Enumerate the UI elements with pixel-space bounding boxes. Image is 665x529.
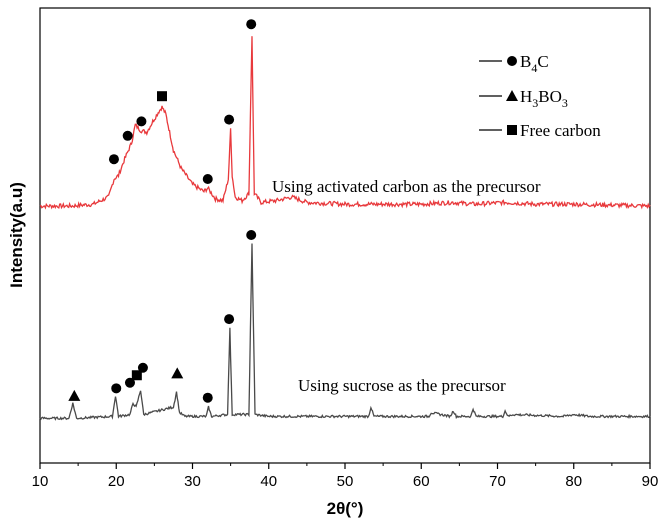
legend-triangle-marker xyxy=(506,90,518,101)
x-tick-label: 50 xyxy=(337,473,354,490)
series-line-activated-carbon xyxy=(39,36,651,210)
x-tick-label: 40 xyxy=(260,473,277,490)
series-annotation-sucrose: Using sucrose as the precursor xyxy=(298,376,506,395)
x-tick-label: 10 xyxy=(32,473,49,490)
x-tick-label: 20 xyxy=(108,473,125,490)
x-axis-title: 2θ(°) xyxy=(327,499,364,518)
legend-label-free-carbon: Free carbon xyxy=(520,121,601,140)
x-axis-ticks: 10 20 30 40 50 60 70 80 90 xyxy=(32,463,659,490)
peak-marker-circle xyxy=(246,19,257,30)
series-layer xyxy=(39,36,651,421)
x-tick-label: 90 xyxy=(642,473,659,490)
legend-circle-marker xyxy=(507,56,517,66)
legend: B4C H3BO3 Free carbon xyxy=(479,52,601,140)
legend-entry-b4c: B4C xyxy=(479,52,549,75)
peak-marker-square xyxy=(131,370,142,381)
x-tick-label: 70 xyxy=(489,473,506,490)
legend-entry-free-carbon: Free carbon xyxy=(479,121,601,140)
legend-entry-h3bo3: H3BO3 xyxy=(479,87,568,110)
peak-marker-circle xyxy=(122,130,133,141)
peak-markers xyxy=(68,19,257,403)
peak-marker-triangle xyxy=(68,389,81,401)
legend-label-h3bo3: H3BO3 xyxy=(520,87,568,110)
peak-marker-circle xyxy=(136,116,147,127)
peak-marker-circle xyxy=(202,174,213,184)
legend-label-b4c: B4C xyxy=(520,52,549,75)
peak-marker-circle xyxy=(108,154,119,165)
x-tick-label: 30 xyxy=(184,473,201,490)
peak-marker-circle xyxy=(202,392,213,403)
peak-marker-circle xyxy=(224,114,235,125)
series-line-sucrose xyxy=(39,243,651,421)
series-annotation-activated-carbon: Using activated carbon as the precursor xyxy=(272,177,541,196)
y-axis-title: Intensity(a.u) xyxy=(7,182,26,288)
peak-marker-circle xyxy=(111,383,122,394)
peak-marker-triangle xyxy=(171,367,184,379)
x-tick-label: 60 xyxy=(413,473,430,490)
legend-square-marker xyxy=(507,125,517,135)
peak-marker-circle xyxy=(246,230,257,240)
x-tick-label: 80 xyxy=(565,473,582,490)
peak-marker-circle xyxy=(137,362,148,373)
peak-marker-circle xyxy=(224,314,235,325)
peak-marker-square xyxy=(157,91,167,102)
